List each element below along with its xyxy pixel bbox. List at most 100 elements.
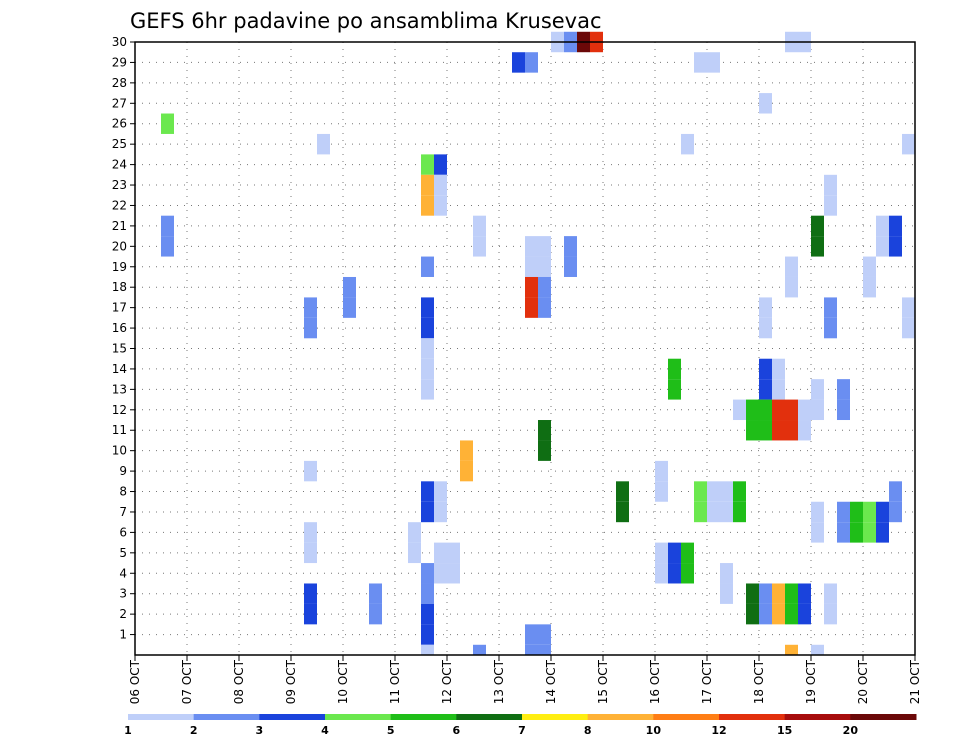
data-cell [161, 113, 174, 134]
legend-label: 3 [256, 724, 264, 737]
y-tick-label: 25 [112, 137, 127, 151]
x-tick-label: 08 OCT [232, 659, 246, 704]
x-tick-label: 11 OCT [388, 659, 402, 704]
data-cell [798, 420, 811, 441]
data-cell [668, 358, 681, 380]
y-tick-label: 13 [112, 382, 127, 396]
x-tick-label: 15 OCT [596, 659, 610, 704]
data-cell [785, 276, 798, 298]
legend-swatch [456, 714, 523, 720]
legend-label: 2 [190, 724, 198, 737]
data-cell [759, 583, 772, 604]
data-cell [733, 399, 746, 421]
x-tick-label: 09 OCT [284, 659, 298, 704]
data-cell [720, 481, 733, 502]
data-cell [538, 276, 551, 298]
data-cell [876, 522, 889, 543]
data-cell [785, 644, 798, 655]
legend-swatch [522, 714, 589, 720]
data-cell [304, 317, 317, 339]
legend-swatch [850, 714, 917, 720]
data-cell [421, 379, 434, 400]
y-tick-label: 4 [119, 566, 127, 580]
x-tick-label: 13 OCT [492, 659, 506, 704]
data-cell [772, 399, 785, 421]
data-cell [746, 603, 759, 625]
y-axis: 1234567891011121314151617181920212223242… [112, 35, 135, 642]
data-cell [798, 399, 811, 421]
data-cell [824, 583, 837, 604]
legend-swatch [193, 714, 260, 720]
data-cell [733, 501, 746, 523]
data-cell [421, 317, 434, 339]
legend-swatch [653, 714, 720, 720]
data-cell [772, 358, 785, 380]
y-tick-label: 10 [112, 444, 127, 458]
legend-swatch [587, 714, 654, 720]
data-cell [824, 195, 837, 216]
legend-label: 10 [646, 724, 662, 737]
data-cell [863, 522, 876, 543]
data-cell [759, 297, 772, 318]
legend-label: 1 [124, 724, 132, 737]
data-cell [538, 624, 551, 645]
y-tick-label: 11 [112, 423, 127, 437]
data-cell [434, 481, 447, 502]
data-cell [421, 644, 434, 655]
y-tick-label: 27 [112, 96, 127, 110]
data-cell [824, 297, 837, 318]
data-cell [863, 256, 876, 277]
y-tick-label: 28 [112, 76, 127, 90]
data-cell [772, 379, 785, 400]
legend-label: 4 [321, 724, 329, 737]
legend-swatch [325, 714, 392, 720]
y-tick-label: 18 [112, 280, 127, 294]
data-cell [421, 563, 434, 584]
x-tick-label: 14 OCT [544, 659, 558, 704]
y-tick-label: 7 [119, 505, 127, 519]
data-cell [746, 420, 759, 441]
data-cell [421, 603, 434, 625]
x-tick-label: 16 OCT [648, 659, 662, 704]
y-tick-label: 14 [112, 362, 127, 376]
data-cell [889, 236, 902, 257]
data-cell [525, 644, 538, 655]
data-cell [876, 236, 889, 257]
data-cell [902, 317, 915, 339]
y-tick-label: 12 [112, 403, 127, 417]
data-cell [473, 236, 486, 257]
data-cell [876, 215, 889, 237]
x-tick-label: 18 OCT [752, 659, 766, 704]
legend-swatch [390, 714, 457, 720]
y-tick-label: 26 [112, 117, 127, 131]
legend-label: 12 [711, 724, 726, 737]
data-cell [694, 501, 707, 523]
data-cell [421, 481, 434, 502]
legend-swatch [784, 714, 851, 720]
data-cell [811, 236, 824, 257]
legend-label: 15 [777, 724, 792, 737]
data-cell [824, 603, 837, 625]
data-cell [564, 236, 577, 257]
data-cell [434, 154, 447, 175]
data-cell [525, 236, 538, 257]
data-cell [343, 276, 356, 298]
data-cell [447, 563, 460, 584]
chart-title: GEFS 6hr padavine po ansamblima Krusevac [130, 9, 602, 33]
data-cell [369, 583, 382, 604]
y-tick-label: 17 [112, 301, 127, 315]
data-cell [876, 501, 889, 523]
data-cell [655, 481, 668, 502]
data-cell [720, 563, 733, 584]
legend-swatch [259, 714, 326, 720]
data-cell [434, 174, 447, 196]
data-cell [837, 501, 850, 523]
data-cell [304, 522, 317, 543]
data-cell [343, 297, 356, 318]
data-cell [317, 133, 330, 155]
data-cell [460, 440, 473, 461]
data-cell [720, 583, 733, 604]
data-cell [304, 460, 317, 482]
data-cell [785, 583, 798, 604]
